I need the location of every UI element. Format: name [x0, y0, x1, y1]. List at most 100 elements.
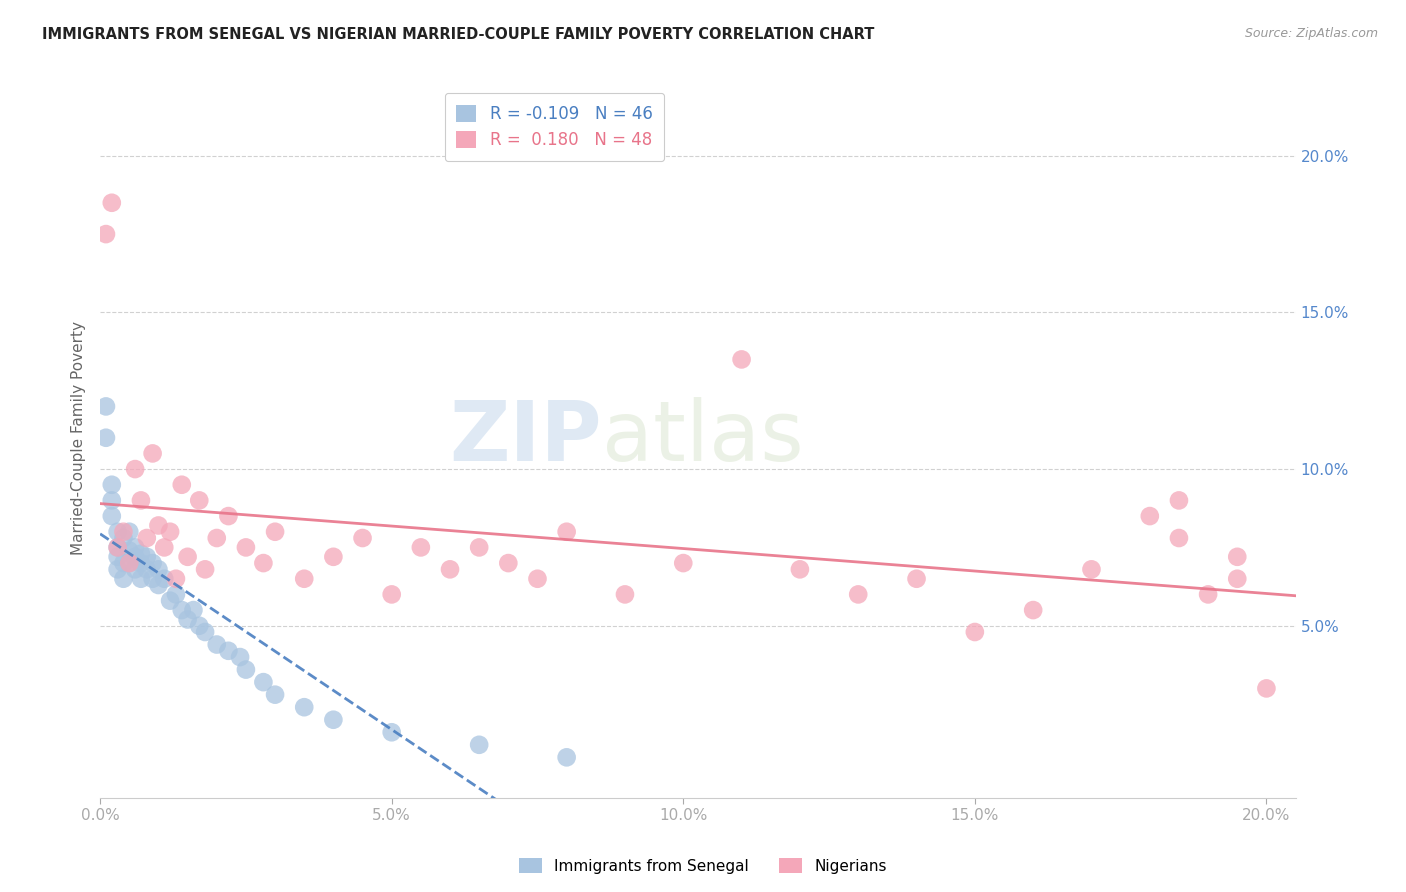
- Point: [1226, 549, 1249, 564]
- Point: [118, 556, 141, 570]
- Point: [142, 572, 165, 586]
- Point: [101, 477, 124, 491]
- Legend: R = -0.109   N = 46, R =  0.180   N = 48: R = -0.109 N = 46, R = 0.180 N = 48: [444, 93, 664, 161]
- Point: [235, 541, 257, 555]
- Point: [94, 227, 117, 241]
- Point: [129, 547, 152, 561]
- Point: [107, 541, 129, 555]
- Point: [194, 562, 217, 576]
- Point: [165, 587, 187, 601]
- Point: [124, 541, 146, 555]
- Point: [1168, 493, 1191, 508]
- Point: [205, 638, 228, 652]
- Point: [468, 541, 491, 555]
- Point: [526, 572, 548, 586]
- Point: [498, 556, 520, 570]
- Point: [1080, 562, 1102, 576]
- Point: [129, 572, 152, 586]
- Point: [94, 431, 117, 445]
- Point: [235, 663, 257, 677]
- Point: [159, 524, 181, 539]
- Point: [229, 650, 252, 665]
- Point: [112, 531, 135, 545]
- Point: [322, 549, 344, 564]
- Point: [170, 477, 193, 491]
- Point: [252, 675, 274, 690]
- Point: [159, 593, 181, 607]
- Y-axis label: Married-Couple Family Poverty: Married-Couple Family Poverty: [72, 321, 86, 555]
- Point: [118, 524, 141, 539]
- Point: [292, 700, 315, 714]
- Point: [672, 556, 695, 570]
- Legend: Immigrants from Senegal, Nigerians: Immigrants from Senegal, Nigerians: [513, 852, 893, 880]
- Point: [555, 750, 578, 764]
- Point: [194, 625, 217, 640]
- Point: [905, 572, 928, 586]
- Point: [217, 509, 239, 524]
- Point: [1197, 587, 1219, 601]
- Point: [1022, 603, 1045, 617]
- Point: [846, 587, 869, 601]
- Point: [112, 524, 135, 539]
- Point: [101, 195, 124, 210]
- Point: [252, 556, 274, 570]
- Point: [381, 587, 404, 601]
- Point: [142, 556, 165, 570]
- Point: [1256, 681, 1278, 696]
- Point: [1168, 531, 1191, 545]
- Point: [183, 603, 205, 617]
- Point: [264, 688, 287, 702]
- Point: [176, 612, 198, 626]
- Point: [135, 562, 157, 576]
- Point: [107, 549, 129, 564]
- Point: [205, 531, 228, 545]
- Point: [789, 562, 811, 576]
- Point: [142, 446, 165, 460]
- Text: IMMIGRANTS FROM SENEGAL VS NIGERIAN MARRIED-COUPLE FAMILY POVERTY CORRELATION CH: IMMIGRANTS FROM SENEGAL VS NIGERIAN MARR…: [42, 27, 875, 42]
- Point: [112, 556, 135, 570]
- Point: [124, 549, 146, 564]
- Point: [439, 562, 461, 576]
- Point: [148, 562, 170, 576]
- Point: [148, 578, 170, 592]
- Point: [963, 625, 986, 640]
- Point: [148, 518, 170, 533]
- Point: [264, 524, 287, 539]
- Point: [153, 541, 176, 555]
- Point: [118, 556, 141, 570]
- Point: [153, 572, 176, 586]
- Point: [217, 644, 239, 658]
- Point: [129, 493, 152, 508]
- Point: [381, 725, 404, 739]
- Point: [107, 541, 129, 555]
- Point: [107, 524, 129, 539]
- Point: [188, 493, 211, 508]
- Point: [730, 352, 752, 367]
- Point: [409, 541, 432, 555]
- Text: atlas: atlas: [602, 397, 804, 478]
- Point: [1139, 509, 1161, 524]
- Point: [101, 493, 124, 508]
- Point: [135, 531, 157, 545]
- Point: [107, 562, 129, 576]
- Point: [129, 556, 152, 570]
- Text: ZIP: ZIP: [450, 397, 602, 478]
- Point: [613, 587, 636, 601]
- Point: [118, 543, 141, 558]
- Point: [165, 572, 187, 586]
- Point: [292, 572, 315, 586]
- Point: [124, 562, 146, 576]
- Point: [124, 462, 146, 476]
- Point: [322, 713, 344, 727]
- Point: [170, 603, 193, 617]
- Point: [555, 524, 578, 539]
- Point: [468, 738, 491, 752]
- Point: [135, 549, 157, 564]
- Point: [188, 619, 211, 633]
- Point: [352, 531, 374, 545]
- Point: [101, 509, 124, 524]
- Point: [112, 572, 135, 586]
- Text: Source: ZipAtlas.com: Source: ZipAtlas.com: [1244, 27, 1378, 40]
- Point: [1226, 572, 1249, 586]
- Point: [176, 549, 198, 564]
